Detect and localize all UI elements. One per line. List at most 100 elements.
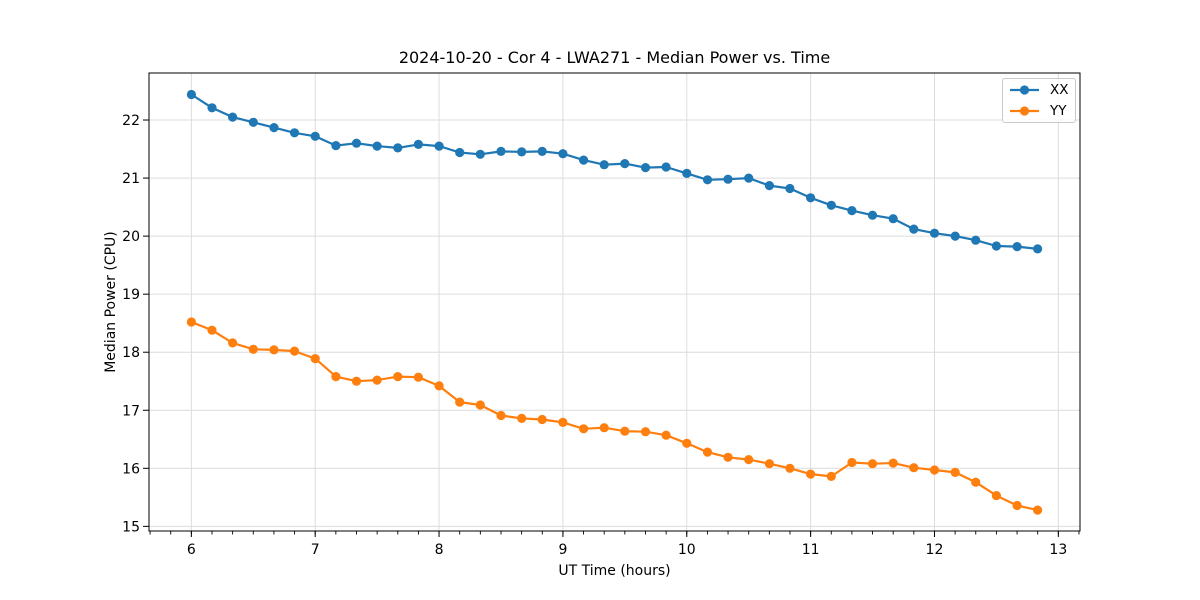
data-point-yy [1033, 505, 1043, 515]
data-point-yy [186, 317, 196, 327]
x-tick-label: 6 [187, 542, 196, 558]
data-point-yy [888, 458, 898, 468]
legend-item-yy: YY [1008, 103, 1070, 119]
x-tick-label: 12 [926, 542, 944, 558]
data-point-xx [702, 175, 713, 185]
data-point-xx [413, 139, 423, 149]
data-point-yy [289, 346, 300, 356]
plot-spines [148, 72, 1081, 532]
data-point-yy [702, 447, 713, 457]
data-point-yy [517, 413, 527, 423]
data-point-xx [640, 163, 651, 173]
data-point-yy [207, 325, 217, 335]
data-point-yy [847, 457, 857, 468]
data-point-yy [950, 467, 960, 477]
data-point-xx [310, 131, 320, 141]
data-point-yy [661, 430, 671, 440]
legend-line-marker-icon [1010, 85, 1039, 95]
legend: XX YY [1002, 78, 1076, 123]
data-point-yy [413, 372, 423, 382]
y-tick-label: 22 [122, 113, 140, 129]
data-point-yy [929, 465, 940, 475]
data-point-xx [517, 147, 527, 157]
data-point-xx [269, 123, 279, 133]
data-point-yy [248, 344, 258, 354]
y-axis-title: Median Power (CPU) [103, 231, 119, 373]
x-axis-title: UT Time (hours) [558, 563, 671, 579]
data-point-xx [764, 181, 775, 191]
x-tick-label: 9 [558, 542, 567, 558]
y-tick-label: 15 [122, 519, 140, 535]
data-point-xx [434, 141, 444, 151]
data-point-yy [1012, 500, 1022, 511]
legend-item-xx: XX [1008, 82, 1070, 98]
data-point-yy [372, 375, 382, 385]
data-point-yy [723, 452, 733, 462]
data-point-yy [558, 417, 568, 427]
data-point-xx [909, 224, 919, 234]
data-point-yy [475, 400, 485, 410]
data-point-xx [455, 147, 465, 158]
data-point-xx [496, 146, 506, 156]
data-point-yy [434, 381, 444, 391]
data-point-xx [950, 231, 960, 241]
x-tick-label: 13 [1049, 542, 1067, 558]
data-point-yy [682, 438, 692, 448]
legend-label-yy: YY [1050, 102, 1067, 119]
data-point-xx [228, 112, 238, 122]
legend-label-xx: XX [1050, 82, 1069, 99]
data-point-xx [289, 128, 300, 138]
data-point-xx [207, 103, 217, 113]
data-point-xx [971, 235, 981, 245]
data-point-xx [661, 162, 671, 172]
y-tick-label: 19 [122, 287, 140, 303]
data-point-yy [744, 455, 754, 465]
data-point-yy [991, 491, 1002, 501]
data-point-xx [558, 149, 568, 159]
data-point-yy [806, 469, 816, 479]
legend-dot [1019, 85, 1030, 95]
data-point-xx [393, 143, 403, 153]
legend-line-marker-icon [1010, 106, 1039, 116]
data-point-xx [744, 173, 754, 183]
y-tick-label: 16 [122, 461, 140, 477]
data-point-yy [579, 424, 589, 434]
data-point-xx [537, 146, 547, 156]
data-point-xx [372, 141, 382, 151]
data-point-yy [393, 372, 403, 382]
x-tick-label: 7 [311, 542, 320, 558]
data-point-yy [310, 354, 320, 364]
data-point-yy [909, 463, 919, 473]
data-point-yy [764, 459, 775, 469]
data-point-xx [1012, 242, 1022, 252]
data-point-xx [599, 160, 609, 170]
data-point-xx [620, 159, 630, 169]
data-point-xx [682, 168, 692, 178]
x-tick-label: 10 [678, 542, 696, 558]
data-point-yy [620, 426, 630, 436]
data-point-yy [599, 423, 609, 433]
data-point-xx [186, 89, 196, 100]
data-point-xx [351, 138, 362, 148]
data-point-xx [475, 149, 485, 159]
data-point-yy [826, 471, 836, 481]
x-tick-label: 11 [802, 542, 820, 558]
data-point-xx [826, 200, 836, 210]
data-point-yy [351, 376, 362, 386]
data-point-yy [455, 397, 465, 407]
data-point-xx [579, 155, 589, 165]
data-point-xx [929, 228, 940, 238]
y-tick-label: 18 [122, 345, 140, 361]
data-point-xx [888, 214, 898, 224]
legend-dot [1019, 106, 1030, 116]
data-point-yy [496, 410, 506, 421]
data-point-xx [806, 193, 816, 203]
data-point-xx [867, 210, 878, 220]
data-point-xx [248, 117, 258, 127]
data-point-xx [991, 241, 1002, 251]
data-point-yy [867, 459, 878, 469]
data-point-xx [331, 141, 341, 151]
data-point-yy [537, 414, 547, 425]
data-point-yy [640, 427, 651, 437]
